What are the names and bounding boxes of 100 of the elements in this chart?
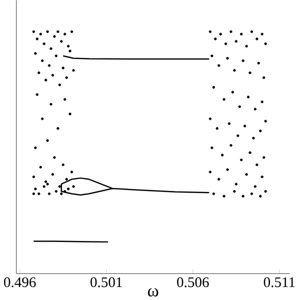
point (34, 52, 37, 55)
point (224, 42, 228, 46)
point (257, 62, 260, 64)
point (217, 64, 220, 67)
point (68, 50, 72, 52)
point (39, 32, 42, 36)
point (44, 180, 48, 184)
point (62, 163, 64, 166)
point (68, 112, 72, 116)
point (38, 192, 40, 196)
point (58, 185, 61, 188)
point (230, 30, 232, 34)
point (238, 105, 241, 108)
point (262, 156, 266, 159)
point (219, 32, 222, 36)
point (62, 66, 64, 70)
point (254, 108, 257, 110)
point (246, 96, 250, 98)
point (208, 117, 212, 120)
point (222, 98, 226, 101)
point (46, 139, 49, 142)
point (234, 182, 238, 186)
point (212, 192, 216, 196)
point (63, 190, 66, 193)
point (34, 188, 37, 190)
point (63, 32, 66, 36)
point (226, 168, 229, 171)
point (254, 185, 257, 188)
point (44, 78, 48, 82)
point (60, 40, 63, 43)
point (51, 74, 54, 77)
point (70, 30, 74, 34)
point (233, 190, 236, 193)
point (36, 93, 38, 96)
point (208, 30, 212, 34)
point (51, 173, 54, 176)
point (250, 30, 254, 34)
point (250, 192, 254, 196)
x-axis-title: ω (148, 288, 158, 297)
point (260, 175, 264, 178)
point (210, 146, 214, 150)
point (216, 127, 218, 130)
point (264, 190, 267, 193)
point (40, 59, 44, 62)
point (259, 130, 262, 132)
point (256, 38, 258, 40)
point (234, 40, 238, 43)
point (65, 76, 68, 79)
point (66, 188, 70, 190)
point (214, 38, 217, 40)
point (240, 32, 243, 36)
point (48, 64, 51, 67)
point (46, 182, 49, 186)
point (236, 134, 240, 138)
x-tick-label: 0.501 (90, 277, 122, 288)
point (54, 54, 58, 58)
point (243, 124, 246, 128)
point (248, 71, 252, 74)
point (240, 158, 243, 162)
point (242, 59, 244, 62)
point (72, 69, 75, 72)
point (34, 146, 37, 150)
point (56, 127, 60, 130)
point (60, 192, 63, 196)
point (72, 185, 75, 188)
point (231, 90, 234, 94)
point (42, 42, 46, 46)
point (226, 56, 229, 60)
point (212, 86, 216, 89)
point (42, 185, 46, 188)
point (70, 170, 74, 174)
point (248, 151, 252, 154)
point (65, 178, 68, 181)
point (58, 84, 61, 86)
point (262, 76, 266, 79)
point (233, 69, 236, 72)
point (256, 163, 258, 166)
point (220, 154, 224, 156)
point (50, 102, 52, 106)
point (32, 175, 36, 178)
point (39, 166, 42, 169)
point (230, 144, 232, 147)
point (46, 30, 49, 34)
point (32, 30, 36, 34)
point (259, 194, 262, 198)
point (40, 117, 44, 120)
point (222, 194, 226, 198)
point (245, 44, 248, 48)
point (242, 194, 244, 198)
point (245, 173, 248, 176)
point (210, 54, 214, 58)
point (252, 136, 255, 140)
point (48, 192, 51, 196)
point (50, 47, 52, 50)
x-tick-label: 0.511 (264, 277, 295, 288)
x-tick-label: 0.496 (4, 277, 36, 288)
point (54, 190, 58, 193)
point (38, 71, 40, 74)
point (66, 44, 70, 48)
point (264, 42, 267, 46)
